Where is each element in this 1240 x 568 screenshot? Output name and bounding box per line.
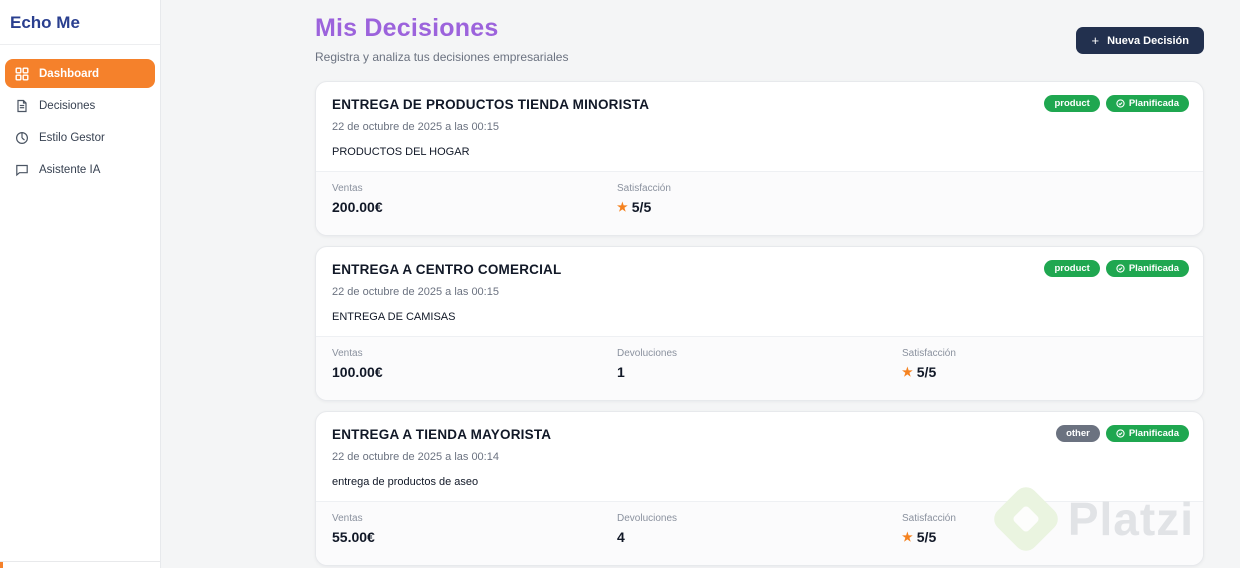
card-head: ENTREGA A TIENDA MAYORISTA 22 de octubre… <box>316 412 1203 501</box>
stat-label: Satisfacción <box>902 348 956 359</box>
stat-value: 100.00€ <box>332 364 383 380</box>
decision-description: entrega de productos de aseo <box>332 476 479 488</box>
new-decision-button[interactable]: + Nueva Decisión <box>1076 27 1204 54</box>
sidebar-item-label: Estilo Gestor <box>39 131 105 144</box>
stat-label: Ventas <box>332 513 363 524</box>
stat-label: Ventas <box>332 348 363 359</box>
page-title: Mis Decisiones <box>315 14 499 42</box>
category-badge: other <box>1056 425 1100 442</box>
sidebar-scroll-indicator <box>0 562 3 568</box>
app-logo: Echo Me <box>0 0 160 45</box>
card-head: ENTREGA DE PRODUCTOS TIENDA MINORISTA 22… <box>316 82 1203 171</box>
status-badge-label: Planificada <box>1128 428 1179 439</box>
planned-check-icon <box>1116 429 1125 438</box>
stat-cell: Satisfacción ★ 5/5 <box>902 513 1187 545</box>
card-stats: Ventas 200.00€ Satisfacción ★ 5/5 <box>316 171 1203 235</box>
plus-icon: + <box>1091 33 1100 48</box>
stat-label: Satisfacción <box>902 513 956 524</box>
dashboard-grid-icon <box>15 67 29 81</box>
card-head: ENTREGA A CENTRO COMERCIAL 22 de octubre… <box>316 247 1203 336</box>
sidebar-item-label: Asistente IA <box>39 163 101 176</box>
stat-value: 200.00€ <box>332 199 383 215</box>
star-icon: ★ <box>902 530 913 544</box>
stat-cell: Ventas 200.00€ <box>332 183 617 215</box>
sidebar-item-asistente-ia[interactable]: Asistente IA <box>5 155 155 184</box>
card-stats: Ventas 55.00€ Devoluciones 4 Satisfacción ★ 5/… <box>316 501 1203 565</box>
stat-label: Satisfacción <box>617 183 671 194</box>
page-header: Mis Decisiones Registra y analiza tus de… <box>315 14 1204 64</box>
decision-description: PRODUCTOS DEL HOGAR <box>332 146 470 158</box>
sidebar-item-decisiones[interactable]: Decisiones <box>5 91 155 120</box>
stat-value: 4 <box>617 529 625 545</box>
page-header-text: Mis Decisiones Registra y analiza tus de… <box>315 14 568 64</box>
stat-cell: Ventas 55.00€ <box>332 513 617 545</box>
card-badges: product Planificada <box>1044 95 1189 112</box>
planned-check-icon <box>1116 264 1125 273</box>
stat-cell: Satisfacción ★ 5/5 <box>902 348 1187 380</box>
decision-title: ENTREGA DE PRODUCTOS TIENDA MINORISTA <box>332 97 650 112</box>
decision-description: ENTREGA DE CAMISAS <box>332 311 456 323</box>
new-decision-button-label: Nueva Decisión <box>1107 34 1189 47</box>
sidebar-item-dashboard[interactable]: Dashboard <box>5 59 155 88</box>
decision-date: 22 de octubre de 2025 a las 00:15 <box>332 121 499 133</box>
decision-title: ENTREGA A TIENDA MAYORISTA <box>332 427 552 442</box>
category-badge: product <box>1044 95 1100 112</box>
stat-cell: Devoluciones 1 <box>617 348 902 380</box>
sidebar-item-label: Decisiones <box>39 99 96 112</box>
stat-label: Devoluciones <box>617 348 678 359</box>
star-icon: ★ <box>617 200 628 214</box>
main-content: Mis Decisiones Registra y analiza tus de… <box>161 0 1240 568</box>
decision-date: 22 de octubre de 2025 a las 00:15 <box>332 286 499 298</box>
decision-card[interactable]: ENTREGA A CENTRO COMERCIAL 22 de octubre… <box>315 246 1204 401</box>
stat-cell: Satisfacción ★ 5/5 <box>617 183 902 215</box>
sidebar-divider <box>0 561 160 562</box>
status-badge: Planificada <box>1105 95 1189 112</box>
chat-bubble-icon <box>15 163 29 177</box>
status-badge-label: Planificada <box>1128 263 1179 274</box>
stat-value: ★ 5/5 <box>902 364 937 380</box>
status-badge: Planificada <box>1105 260 1189 277</box>
decision-date: 22 de octubre de 2025 a las 00:14 <box>332 451 499 463</box>
stat-cell: Ventas 100.00€ <box>332 348 617 380</box>
stat-label: Devoluciones <box>617 513 678 524</box>
stat-value: 1 <box>617 364 625 380</box>
status-badge-label: Planificada <box>1128 98 1179 109</box>
page-subtitle: Registra y analiza tus decisiones empres… <box>315 50 569 64</box>
sidebar: Echo Me Dashboard Decisiones <box>0 0 161 568</box>
document-icon <box>15 99 29 113</box>
planned-check-icon <box>1116 99 1125 108</box>
sidebar-item-estilo-gestor[interactable]: Estilo Gestor <box>5 123 155 152</box>
star-icon: ★ <box>902 365 913 379</box>
card-badges: other Planificada <box>1056 425 1189 442</box>
stat-label: Ventas <box>332 183 363 194</box>
category-badge: product <box>1044 260 1100 277</box>
decision-card[interactable]: ENTREGA DE PRODUCTOS TIENDA MINORISTA 22… <box>315 81 1204 236</box>
card-stats: Ventas 100.00€ Devoluciones 1 Satisfacción ★ 5… <box>316 336 1203 400</box>
decision-title: ENTREGA A CENTRO COMERCIAL <box>332 262 562 277</box>
info-circle-icon <box>15 131 29 145</box>
sidebar-item-label: Dashboard <box>39 67 100 80</box>
status-badge: Planificada <box>1105 425 1189 442</box>
stat-value: 55.00€ <box>332 529 375 545</box>
card-badges: product Planificada <box>1044 260 1189 277</box>
sidebar-nav: Dashboard Decisiones Estilo Gestor <box>0 45 160 184</box>
decision-card[interactable]: ENTREGA A TIENDA MAYORISTA 22 de octubre… <box>315 411 1204 566</box>
stat-value: ★ 5/5 <box>617 199 652 215</box>
decision-cards-list: ENTREGA DE PRODUCTOS TIENDA MINORISTA 22… <box>315 81 1204 566</box>
stat-value: ★ 5/5 <box>902 529 937 545</box>
stat-cell: Devoluciones 4 <box>617 513 902 545</box>
